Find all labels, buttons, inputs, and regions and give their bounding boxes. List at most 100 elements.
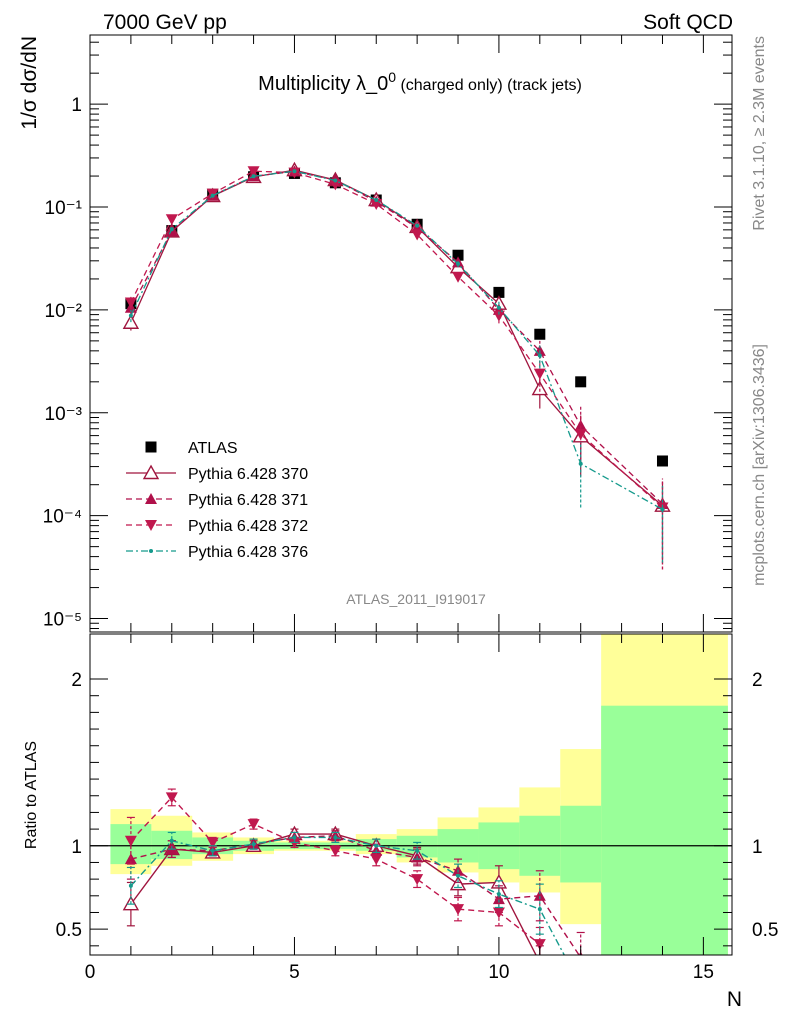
ratio-point	[370, 854, 383, 866]
ratio-point	[251, 842, 256, 847]
data-point	[165, 214, 178, 226]
data-point	[411, 229, 424, 241]
main-plot-frame	[89, 34, 733, 633]
ratio-point	[452, 904, 465, 916]
data-point	[456, 261, 461, 266]
ratio-plot-panel: 0.5 0.5 1 1 2 2 0 5 10 15 Ratio to ATLAS N	[23, 633, 778, 1011]
legend-label: ATLAS	[188, 440, 238, 457]
ratio-point	[533, 889, 546, 901]
ratio-series-line	[130, 836, 566, 955]
data-point	[452, 271, 465, 283]
header-right-label: Soft QCD	[643, 11, 733, 34]
legend-marker	[145, 493, 157, 504]
ratio-point	[329, 845, 342, 857]
data-point	[292, 169, 297, 174]
x-tick-label: 10	[488, 962, 509, 983]
data-point	[452, 249, 464, 261]
main-y-axis-label: 1/σ dσ/dN	[18, 36, 41, 130]
data-point	[374, 198, 379, 203]
data-point	[575, 376, 587, 388]
data-point	[210, 193, 215, 198]
ratio-y-tick-label-left: 1	[71, 837, 82, 858]
series-line	[130, 170, 663, 510]
legend-item: ATLAS	[145, 440, 238, 457]
data-point	[656, 455, 668, 467]
data-point	[496, 305, 501, 310]
main-plot-data	[122, 161, 671, 570]
data-point	[415, 223, 420, 228]
ratio-y-axis-label: Ratio to ATLAS	[23, 741, 40, 849]
y-tick-label: 10⁻⁵	[43, 610, 82, 631]
data-point	[251, 174, 256, 179]
main-plot-panel: 1 10⁻¹ 10⁻² 10⁻³ 10⁻⁴ 10⁻⁵ 1/σ dσ/dN Multipli…	[18, 34, 733, 633]
header-left-label: 7000 GeV pp	[103, 11, 227, 34]
x-axis-label: N	[727, 988, 742, 1011]
legend-label: Pythia 6.428 371	[188, 492, 308, 509]
data-point	[531, 380, 549, 396]
chart-title: Multiplicity λ_00 (charged only) (track …	[258, 69, 582, 95]
y-tick-label: 10⁻¹	[45, 198, 83, 219]
x-tick-label: 0	[85, 962, 96, 983]
ratio-point	[210, 848, 215, 853]
ratio-point	[539, 954, 541, 955]
ratio-point	[169, 838, 174, 843]
ratio-point	[165, 792, 178, 804]
data-point	[247, 166, 260, 178]
ratio-y-tick-label-right: 1	[752, 837, 763, 858]
ratio-y-tick-label-right: 2	[752, 670, 763, 691]
uncertainty-band-inner	[560, 805, 602, 883]
y-tick-label: 10⁻²	[45, 301, 83, 322]
ratio-plot-data	[90, 634, 732, 955]
legend-item: Pythia 6.428 371	[126, 492, 308, 509]
data-point	[578, 461, 583, 466]
legend-marker	[149, 549, 153, 553]
ratio-point	[537, 907, 542, 912]
y-tick-label: 10⁻⁴	[43, 507, 82, 528]
data-point	[169, 227, 174, 232]
data-point	[533, 344, 546, 356]
mcplots-label: mcplots.cern.ch [arXiv:1306.3436]	[751, 344, 768, 586]
ratio-point	[449, 875, 467, 891]
ratio-plot-frame	[89, 633, 733, 956]
data-point	[333, 178, 338, 183]
ratio-point	[374, 843, 379, 848]
data-point	[533, 368, 546, 380]
data-point	[574, 419, 587, 431]
y-tick-label: 1	[71, 95, 82, 116]
ratio-point	[247, 819, 260, 831]
ratio-point	[333, 835, 338, 840]
ratio-point	[292, 835, 297, 840]
ratio-y-tick-label-left: 2	[71, 670, 82, 691]
y-tick-label: 10⁻³	[45, 404, 83, 425]
ratio-point	[124, 835, 137, 847]
ratio-y-tick-label-left: 0.5	[56, 920, 82, 941]
main-plot-axes: 1 10⁻¹ 10⁻² 10⁻³ 10⁻⁴ 10⁻⁵	[43, 35, 732, 632]
legend-label: Pythia 6.428 372	[188, 518, 308, 535]
ratio-y-tick-label-right: 0.5	[752, 920, 778, 941]
ratio-plot-axes: 0.5 0.5 1 1 2 2 0 5 10 15	[56, 634, 778, 983]
x-tick-label: 15	[693, 962, 714, 983]
ratio-series-3	[126, 831, 566, 955]
ratio-point	[492, 907, 505, 919]
legend-label: Pythia 6.428 376	[188, 544, 308, 561]
data-point	[660, 507, 665, 512]
ratio-point	[206, 837, 219, 849]
series-4	[128, 169, 665, 563]
ratio-series-2	[124, 788, 546, 955]
legend: ATLAS Pythia 6.428 370 Pythia 6.428 371 Pyt…	[126, 440, 308, 561]
legend-marker	[142, 464, 160, 480]
analysis-label: ATLAS_2011_I919017	[346, 591, 486, 607]
legend-label: Pythia 6.428 370	[188, 466, 308, 483]
ratio-point	[456, 873, 461, 878]
data-point	[493, 286, 505, 298]
series-line	[130, 170, 663, 509]
data-point	[124, 297, 137, 309]
data-point	[534, 328, 546, 340]
legend-item: Pythia 6.428 370	[126, 464, 308, 483]
legend-item: Pythia 6.428 376	[126, 544, 308, 561]
legend-marker	[145, 441, 157, 453]
ratio-point	[415, 848, 420, 853]
data-point	[128, 313, 133, 318]
uncertainty-band-inner	[601, 705, 728, 955]
